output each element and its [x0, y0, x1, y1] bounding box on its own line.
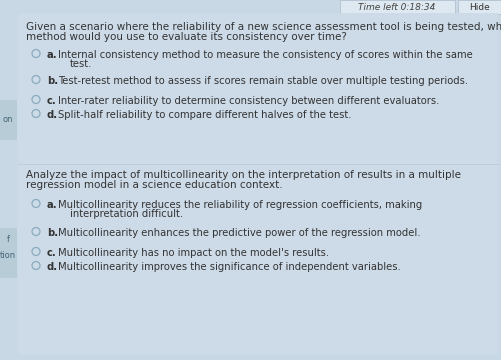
- Text: Multicollinearity reduces the reliability of regression coefficients, making: Multicollinearity reduces the reliabilit…: [58, 200, 421, 210]
- Text: regression model in a science education context.: regression model in a science education …: [26, 180, 282, 190]
- Text: Given a scenario where the reliability of a new science assessment tool is being: Given a scenario where the reliability o…: [26, 22, 501, 32]
- Text: Multicollinearity improves the significance of independent variables.: Multicollinearity improves the significa…: [58, 262, 400, 272]
- Text: d.: d.: [47, 110, 58, 120]
- Text: Hide: Hide: [469, 3, 489, 12]
- Text: tion: tion: [0, 251, 16, 260]
- Text: method would you use to evaluate its consistency over time?: method would you use to evaluate its con…: [26, 32, 346, 42]
- Text: interpretation difficult.: interpretation difficult.: [70, 209, 183, 219]
- Text: Inter-rater reliability to determine consistency between different evaluators.: Inter-rater reliability to determine con…: [58, 96, 438, 106]
- Text: d.: d.: [47, 262, 58, 272]
- Text: Test-retest method to assess if scores remain stable over multiple testing perio: Test-retest method to assess if scores r…: [58, 76, 467, 86]
- Text: test.: test.: [70, 59, 92, 69]
- Text: Internal consistency method to measure the consistency of scores within the same: Internal consistency method to measure t…: [58, 50, 472, 60]
- Text: Analyze the impact of multicollinearity on the interpretation of results in a mu: Analyze the impact of multicollinearity …: [26, 170, 460, 180]
- FancyBboxPatch shape: [339, 0, 454, 14]
- Text: a.: a.: [47, 50, 58, 60]
- Text: a.: a.: [47, 200, 58, 210]
- FancyBboxPatch shape: [0, 100, 17, 140]
- Text: Multicollinearity has no impact on the model's results.: Multicollinearity has no impact on the m…: [58, 248, 329, 258]
- Text: b.: b.: [47, 228, 58, 238]
- Text: Split-half reliability to compare different halves of the test.: Split-half reliability to compare differ…: [58, 110, 351, 120]
- Text: c.: c.: [47, 248, 57, 258]
- Text: c.: c.: [47, 96, 57, 106]
- Text: Multicollinearity enhances the predictive power of the regression model.: Multicollinearity enhances the predictiv…: [58, 228, 420, 238]
- FancyBboxPatch shape: [0, 228, 17, 278]
- FancyBboxPatch shape: [457, 0, 501, 14]
- Text: Time left 0:18:34: Time left 0:18:34: [358, 3, 435, 12]
- Text: f: f: [7, 235, 10, 244]
- Text: on: on: [3, 116, 13, 125]
- Text: b.: b.: [47, 76, 58, 86]
- FancyBboxPatch shape: [18, 13, 497, 355]
